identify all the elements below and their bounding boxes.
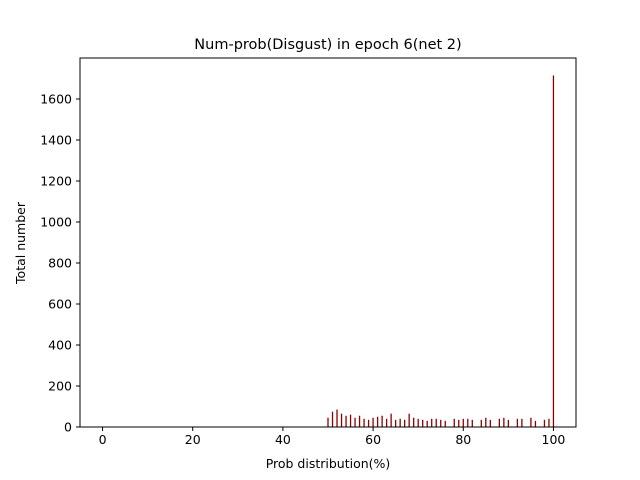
bar [435,418,437,427]
bar [552,75,555,428]
y-tick-label: 1200 [40,174,72,189]
bar [458,419,460,427]
y-tick-label: 200 [48,379,72,394]
bar [394,419,397,427]
bar [408,413,410,427]
bar [480,419,482,427]
bar [440,419,442,427]
plot-frame [79,57,577,428]
bar [507,419,510,427]
bar [376,416,379,427]
bar [534,420,537,427]
bar [444,420,446,427]
bar [498,418,500,427]
bar [543,419,546,427]
y-tick-label: 1000 [40,215,72,230]
bar [548,418,550,427]
bar [385,418,388,427]
bar [331,411,334,428]
y-tick-label: 400 [48,338,72,353]
bar [336,409,338,427]
bar [471,419,473,427]
bar [404,419,406,427]
x-tick-label: 40 [275,432,291,447]
bars-group [327,75,555,428]
bar [399,418,401,427]
bar [381,415,383,427]
x-tick-label: 20 [185,432,201,447]
bar [367,419,370,427]
bar [327,417,329,427]
bar [340,413,343,427]
bar [431,418,433,427]
x-tick-label: 0 [99,432,107,447]
bar [358,415,361,427]
bar [390,413,392,427]
y-tick-label: 600 [48,297,72,312]
y-tick-label: 800 [48,256,72,271]
bar [426,420,428,427]
bar [354,417,356,427]
bar [372,417,374,427]
bar [485,417,487,427]
bar [516,418,519,427]
bar [530,417,532,427]
y-axis-label: Total number [13,201,28,285]
bar [349,414,352,427]
bar [503,417,505,427]
bar [422,419,424,427]
bar [345,415,347,427]
y-tick-label: 1400 [40,133,72,148]
bar [413,417,415,427]
bar [521,418,523,427]
chart-title: Num-prob(Disgust) in epoch 6(net 2) [194,37,461,53]
y-axis-ticks: 0 200 400 600 800 1000 1200 1400 1600 [40,92,80,435]
y-tick-label: 0 [64,420,72,435]
bar [489,419,491,427]
bar [467,418,469,427]
x-tick-label: 80 [455,432,471,447]
x-axis-label: Prob distribution(%) [266,456,391,471]
x-tick-label: 100 [542,432,566,447]
bar [363,418,365,427]
bar [462,418,464,427]
bar [453,418,455,427]
x-tick-label: 60 [365,432,381,447]
x-axis-ticks: 0 20 40 60 80 100 [99,427,566,447]
bar [417,418,419,427]
y-tick-label: 1600 [40,92,72,107]
